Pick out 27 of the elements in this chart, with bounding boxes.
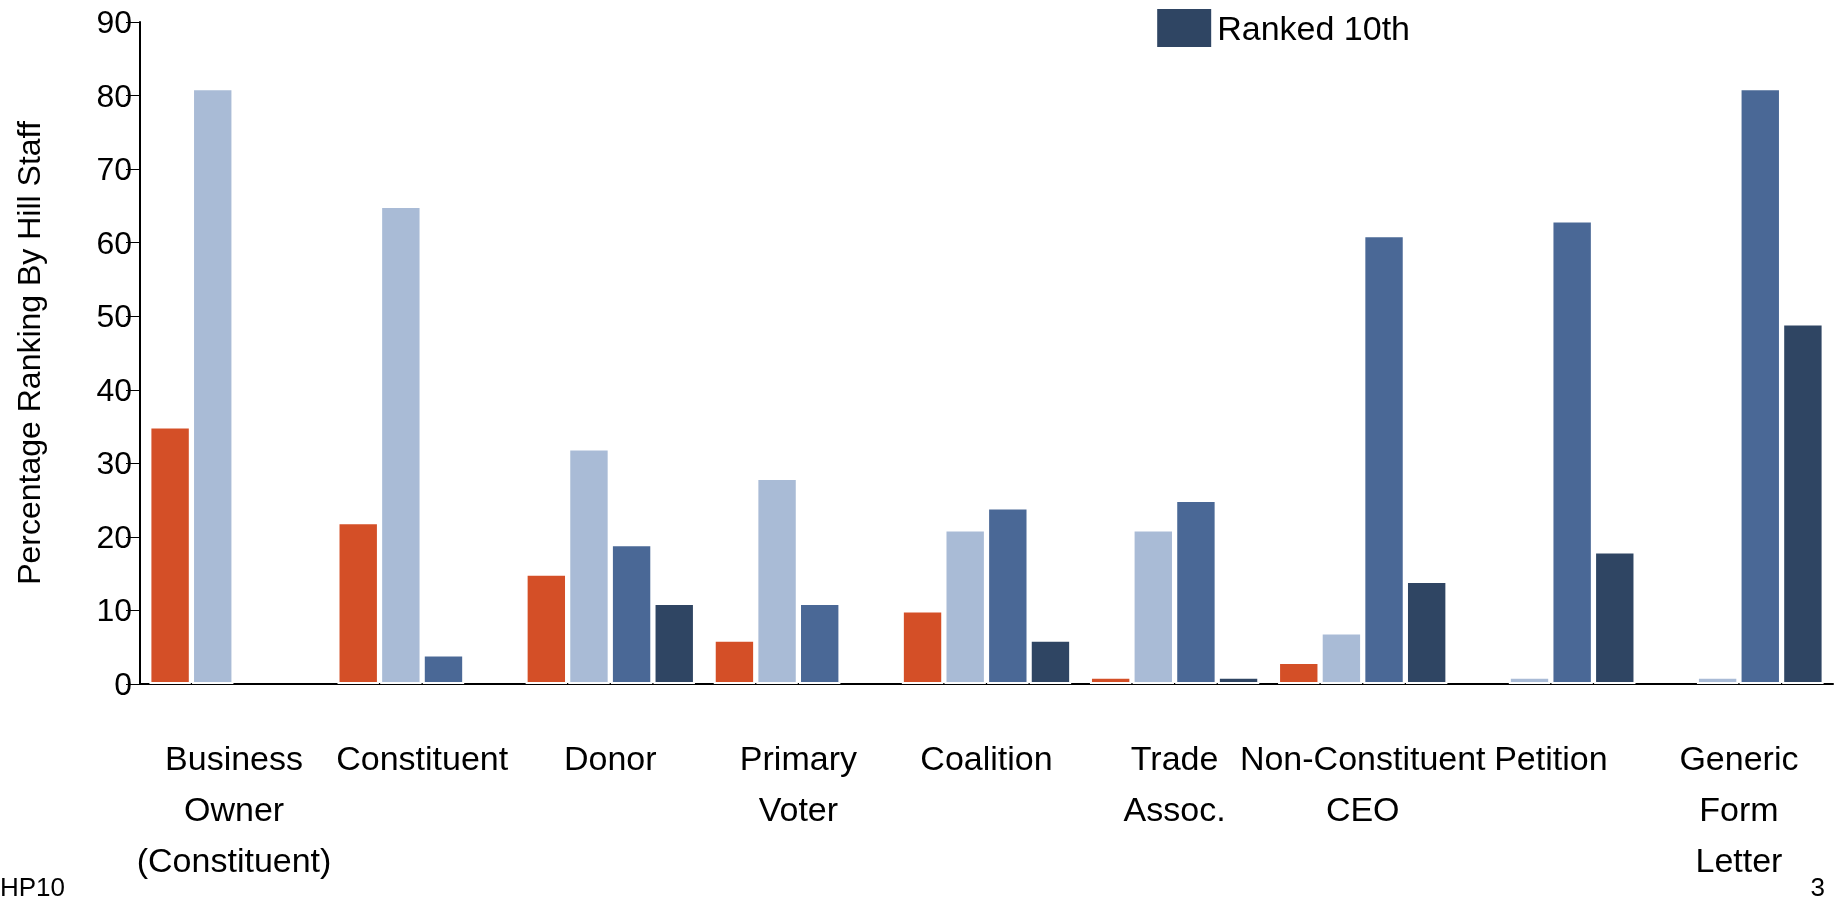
y-tick-label: 60	[96, 224, 132, 261]
text: HP10	[0, 872, 66, 902]
x-tick-label: Donor	[563, 738, 657, 777]
x-tick-label: Generic Form Letter	[1679, 738, 1799, 879]
x-tick-label: Coalition	[920, 738, 1053, 777]
text: 3	[1810, 872, 1826, 902]
y-tick-label: 80	[96, 77, 132, 114]
bar	[1089, 676, 1132, 684]
x-tick-label: Primary Voter	[739, 738, 857, 828]
y-tick-label: 70	[96, 151, 132, 188]
bar	[1278, 661, 1320, 684]
y-tick-label: 0	[114, 666, 132, 702]
x-tick-label: Trade Assoc.	[1123, 738, 1226, 828]
y-tick-label: 10	[96, 592, 132, 629]
y-tick-label: 50	[96, 298, 132, 335]
bar	[653, 603, 695, 684]
legend-label: Ranked 10th	[1217, 9, 1410, 47]
y-tick-label: 20	[96, 518, 132, 555]
x-tick-label: Business Owner (Constituent)	[136, 738, 332, 879]
y-tick-label: 90	[96, 4, 132, 40]
y-tick-label: 30	[96, 445, 132, 482]
y-axis-title: Percentage Ranking By Hill Staff	[11, 121, 47, 585]
x-tick-label: Non-Constituent CEO	[1239, 738, 1487, 828]
bar	[1696, 676, 1739, 684]
y-tick-label: 40	[96, 371, 132, 408]
x-tick-label: Petition	[1494, 738, 1608, 777]
x-tick-label: Constituent	[336, 738, 509, 777]
